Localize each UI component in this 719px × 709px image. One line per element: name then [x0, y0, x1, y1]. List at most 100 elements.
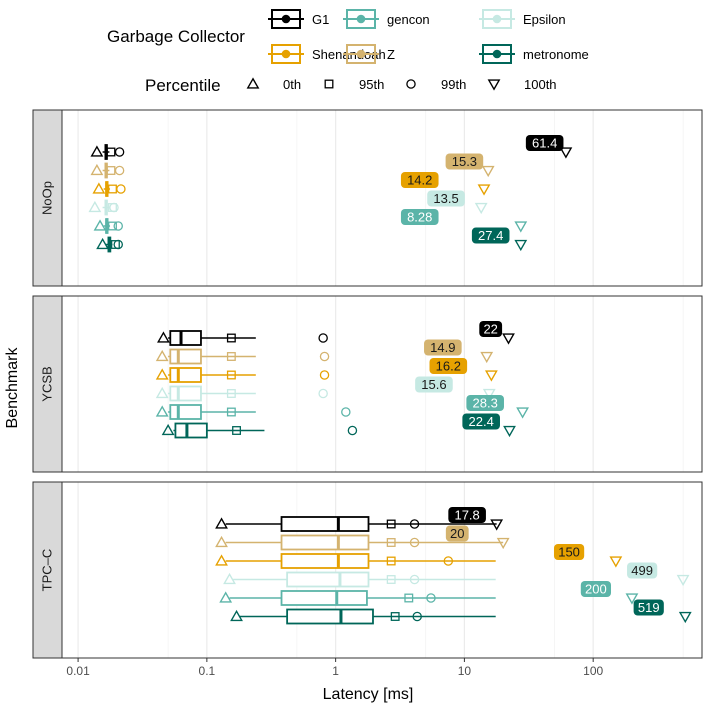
label-text: 15.3	[452, 154, 477, 169]
p99-marker	[114, 147, 125, 157]
label-metronome: 22.4	[462, 413, 500, 430]
panel-background	[62, 110, 702, 286]
p100-marker	[474, 202, 488, 215]
x-tick-label: 1	[332, 664, 339, 678]
label-badge	[466, 395, 504, 411]
legend-marker-circle	[406, 79, 416, 89]
p99-marker	[116, 184, 126, 194]
p100-marker	[480, 351, 494, 364]
legend-key-dot	[281, 49, 291, 59]
panel-border	[61, 295, 703, 473]
x-tick-label: 10	[458, 664, 472, 678]
label-epsilon: 15.6	[415, 376, 453, 393]
p0-marker	[223, 572, 236, 585]
row-z	[90, 162, 495, 179]
legend-percentile-label: 95th	[359, 77, 384, 92]
p99-marker	[113, 221, 123, 231]
p99-marker	[109, 202, 119, 213]
label-badge	[471, 227, 510, 244]
p99-marker	[113, 239, 123, 250]
label-text: 17.8	[454, 508, 479, 523]
legend-key-z: Z	[343, 44, 395, 64]
p100-marker	[477, 184, 491, 196]
row-epsilon	[155, 385, 496, 402]
box	[280, 553, 370, 569]
legend: Garbage Collector G1ShenandoahgenconZEps…	[107, 9, 589, 95]
label-badge	[445, 153, 484, 170]
row-gencon	[155, 404, 529, 420]
p0-marker	[92, 182, 106, 194]
label-badge	[627, 562, 658, 579]
p0-marker	[230, 609, 243, 622]
label-metronome: 27.4	[471, 227, 510, 244]
legend-marker-triangle-down	[487, 79, 501, 91]
y-axis-title: Benchmark	[4, 347, 21, 429]
p100-marker	[490, 519, 504, 531]
facet-label: NoOp	[40, 181, 55, 215]
legend-label-metronome: metronome	[523, 47, 589, 62]
label-badge	[427, 190, 465, 207]
p0-marker	[157, 331, 170, 343]
p100-marker	[516, 407, 529, 419]
p0-marker	[219, 591, 233, 603]
x-tick-label: 0.1	[199, 664, 216, 678]
p0-marker	[90, 145, 104, 157]
legend-key-dot	[492, 49, 502, 59]
legend-percentile-label: 99th	[441, 77, 466, 92]
legend-percentile-100th: 100th	[487, 77, 557, 92]
box	[174, 422, 208, 439]
row-gencon	[93, 218, 528, 234]
box	[169, 404, 202, 420]
label-gencon: 200	[580, 581, 612, 597]
legend-label-g1: G1	[312, 12, 329, 27]
label-gencon: 8.28	[400, 209, 439, 225]
row-shenandoah	[155, 367, 498, 383]
p100-marker	[625, 593, 639, 605]
box	[169, 330, 202, 346]
p99-marker	[409, 574, 420, 585]
p95-marker	[226, 407, 236, 417]
p100-marker	[559, 147, 573, 159]
p99-marker	[319, 351, 330, 362]
label-text: 14.2	[407, 173, 432, 188]
p100-marker	[678, 611, 692, 624]
label-text: 519	[638, 600, 660, 615]
p99-marker	[426, 593, 436, 603]
p95-marker	[386, 519, 396, 529]
box	[280, 516, 370, 532]
panel-border	[61, 109, 703, 287]
p99-marker	[443, 556, 454, 566]
row-z	[215, 534, 510, 551]
p99-marker	[409, 519, 420, 529]
box	[280, 590, 368, 606]
facet-panels: NoOp YCSB TPC–C 61.4 15.3 14.213.58.28 27.4 22 1…	[32, 109, 703, 659]
label-text: 16.2	[436, 359, 461, 374]
x-axis-title: Latency [ms]	[323, 686, 414, 703]
panel-border	[61, 481, 703, 659]
p100-marker	[609, 556, 623, 568]
legend-percentiles: 0th 95th 99th 100th	[246, 77, 557, 92]
label-gencon: 28.3	[466, 395, 504, 411]
label-g1: 61.4	[525, 135, 564, 151]
label-text: 499	[631, 563, 653, 578]
row-shenandoah	[215, 553, 623, 569]
p0-marker	[215, 554, 228, 566]
row-metronome	[161, 422, 516, 439]
label-text: 8.28	[407, 210, 432, 225]
label-text: 27.4	[478, 228, 503, 243]
facet-label: YCSB	[40, 366, 55, 401]
label-text: 13.5	[433, 191, 458, 206]
p95-marker	[226, 333, 236, 343]
row-shenandoah	[92, 181, 491, 197]
label-badge	[462, 413, 500, 430]
label-text: 28.3	[473, 396, 498, 411]
label-badge	[479, 321, 503, 337]
facet-strip	[32, 481, 63, 659]
panel-background	[62, 482, 702, 658]
p0-marker	[90, 163, 104, 176]
box	[169, 385, 202, 402]
legend-percentile-label: 0th	[283, 77, 301, 92]
legend-key-gencon: gencon	[343, 9, 430, 29]
legend-key-dot	[356, 49, 366, 59]
